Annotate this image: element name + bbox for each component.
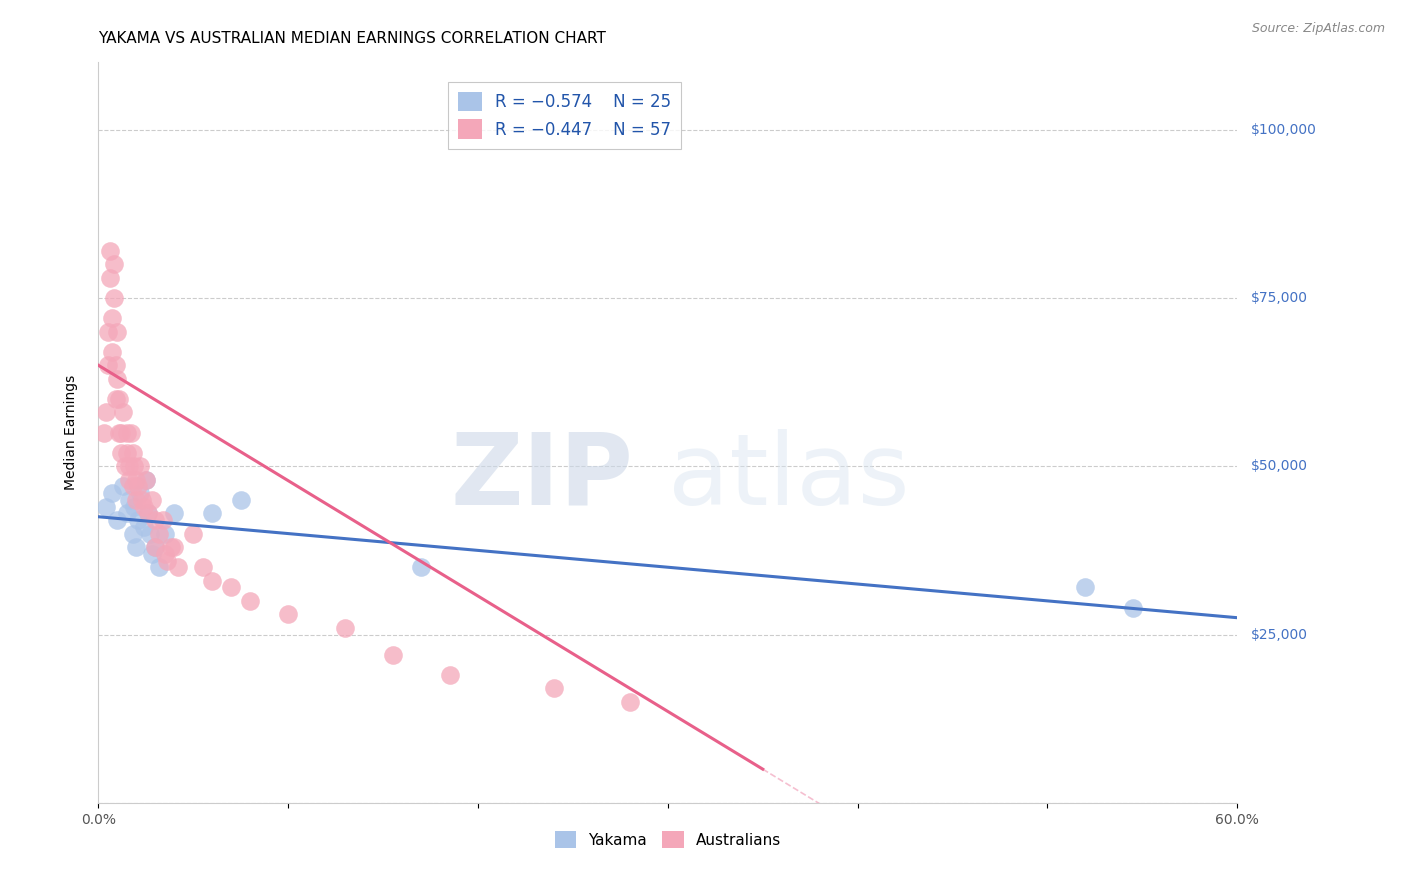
Point [132, 520, 155, 534]
Point [98, 270, 121, 285]
Point [138, 526, 160, 541]
Point [167, 560, 190, 574]
Point [619, 695, 641, 709]
Point [100, 311, 122, 326]
Point [108, 425, 131, 440]
Point [1122, 600, 1144, 615]
Point [110, 446, 132, 460]
Text: YAKAMA VS AUSTRALIAN MEDIAN EARNINGS CORRELATION CHART: YAKAMA VS AUSTRALIAN MEDIAN EARNINGS COR… [98, 31, 606, 46]
Text: $25,000: $25,000 [1251, 628, 1308, 641]
Point [120, 425, 142, 440]
Point [183, 526, 205, 541]
Point [152, 513, 174, 527]
Point [118, 492, 141, 507]
Point [129, 486, 152, 500]
Point [153, 526, 176, 541]
Point [335, 621, 357, 635]
Point [125, 492, 148, 507]
Point [121, 446, 143, 460]
Point [136, 507, 159, 521]
Point [100, 344, 122, 359]
Point [148, 560, 170, 574]
Point [201, 507, 224, 521]
Point [112, 405, 135, 419]
Y-axis label: Median Earnings: Median Earnings [63, 375, 77, 491]
Point [124, 459, 146, 474]
Point [110, 425, 132, 440]
Point [153, 547, 176, 561]
Text: Source: ZipAtlas.com: Source: ZipAtlas.com [1251, 22, 1385, 36]
Point [125, 473, 148, 487]
Point [277, 607, 299, 622]
Point [118, 473, 141, 487]
Point [115, 425, 138, 440]
Point [104, 359, 127, 373]
Point [118, 459, 141, 474]
Point [159, 540, 181, 554]
Text: $75,000: $75,000 [1251, 291, 1308, 305]
Point [100, 486, 122, 500]
Point [229, 492, 252, 507]
Point [1074, 581, 1097, 595]
Text: $50,000: $50,000 [1251, 459, 1308, 474]
Point [97, 359, 120, 373]
Point [115, 446, 138, 460]
Point [104, 392, 127, 406]
Point [97, 325, 120, 339]
Point [148, 526, 170, 541]
Point [98, 244, 121, 258]
Point [381, 648, 404, 662]
Point [145, 513, 167, 527]
Point [132, 500, 155, 514]
Text: ZIP: ZIP [451, 428, 634, 525]
Point [121, 526, 143, 541]
Point [141, 492, 163, 507]
Point [103, 291, 125, 305]
Legend: Yakama, Australians: Yakama, Australians [548, 824, 787, 855]
Point [135, 473, 157, 487]
Point [439, 668, 461, 682]
Point [543, 681, 565, 696]
Point [121, 479, 143, 493]
Point [239, 594, 262, 608]
Point [127, 479, 149, 493]
Point [163, 507, 186, 521]
Point [156, 553, 179, 567]
Point [112, 479, 135, 493]
Point [163, 540, 186, 554]
Point [107, 372, 129, 386]
Point [114, 459, 136, 474]
Point [129, 459, 152, 474]
Point [145, 540, 167, 554]
Point [125, 540, 148, 554]
Point [115, 507, 138, 521]
Point [411, 560, 433, 574]
Point [94, 405, 117, 419]
Point [93, 425, 115, 440]
Point [124, 500, 146, 514]
Point [141, 547, 163, 561]
Point [191, 560, 214, 574]
Point [127, 513, 149, 527]
Point [94, 500, 117, 514]
Point [221, 581, 243, 595]
Point [108, 392, 131, 406]
Point [107, 513, 129, 527]
Point [145, 540, 167, 554]
Point [201, 574, 224, 588]
Point [103, 257, 125, 271]
Point [107, 325, 129, 339]
Text: $100,000: $100,000 [1251, 123, 1317, 136]
Text: atlas: atlas [668, 428, 910, 525]
Point [136, 507, 159, 521]
Point [135, 473, 157, 487]
Point [131, 492, 153, 507]
